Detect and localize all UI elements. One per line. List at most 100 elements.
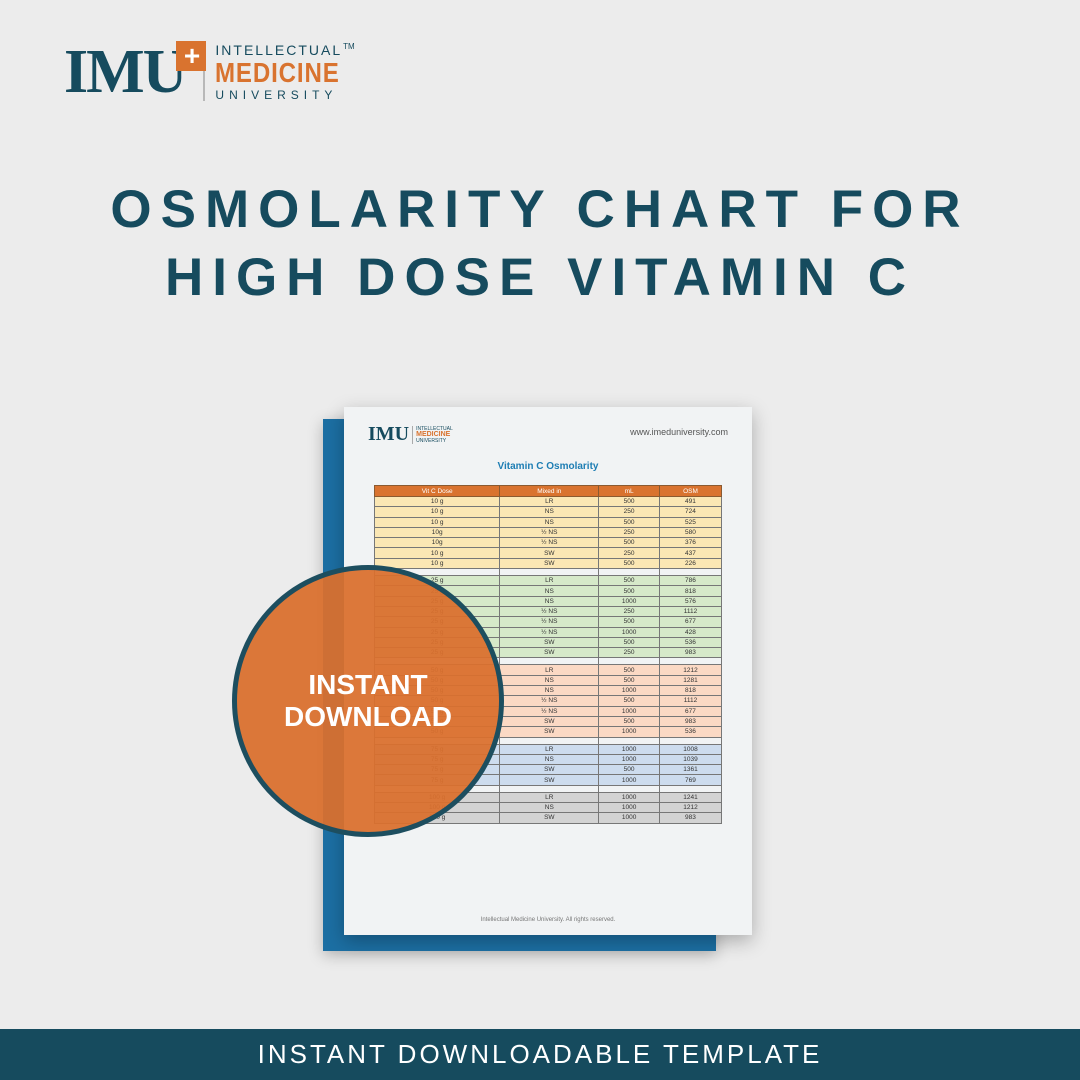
table-cell: LR	[499, 743, 600, 755]
table-cell: 1361	[658, 764, 723, 776]
table-spacer-cell	[499, 657, 600, 666]
table-cell: 428	[658, 626, 723, 638]
table-cell: 250	[598, 647, 660, 659]
table-cell: 500	[598, 636, 660, 649]
table-cell: 983	[658, 812, 723, 824]
table-cell: 1000	[598, 705, 660, 717]
table-cell: 1212	[658, 664, 723, 676]
badge-line-2: DOWNLOAD	[284, 701, 452, 732]
table-cell: 1000	[598, 812, 660, 824]
table-cell: 500	[598, 616, 660, 628]
table-cell: 576	[658, 595, 723, 607]
table-cell: LR	[499, 664, 600, 676]
table-spacer-cell	[658, 657, 723, 666]
badge-line-1: INSTANT	[308, 669, 428, 700]
table-cell: 10 g	[373, 516, 501, 528]
table-row: 10 g NS 500 525	[373, 516, 723, 528]
table-cell: NS	[499, 674, 600, 687]
table-cell: 1008	[658, 743, 723, 755]
table-row: 10 g SW 500 226	[373, 557, 723, 570]
table-cell: 536	[658, 636, 723, 649]
table-cell: 500	[598, 537, 660, 549]
table-cell: 536	[658, 726, 723, 738]
table-cell: NS	[499, 753, 600, 766]
page-title: OSMOLARITY CHART FOR HIGH DOSE VITAMIN C	[0, 176, 1080, 312]
table-cell: ½ NS	[499, 626, 600, 638]
title-line-2: HIGH DOSE VITAMIN C	[164, 248, 916, 307]
table-cell: 1000	[598, 685, 660, 697]
document-title: Vitamin C Osmolarity	[497, 461, 599, 472]
table-cell: SW	[499, 715, 600, 728]
table-cell: 1212	[658, 802, 723, 814]
logo-line-university: UNIVERSITY	[215, 88, 338, 102]
table-cell: 1039	[658, 753, 723, 766]
table-cell: 500	[598, 495, 660, 508]
table-cell: 376	[658, 537, 723, 549]
table-cell: 500	[598, 695, 660, 707]
plus-icon: +	[176, 41, 206, 71]
table-cell: 10g	[373, 537, 501, 549]
table-cell: 525	[658, 516, 723, 528]
table-cell: 10 g	[373, 557, 501, 570]
table-cell: 1241	[658, 791, 723, 804]
table-cell: 1000	[598, 743, 660, 755]
instant-download-badge: INSTANT DOWNLOAD	[232, 565, 504, 837]
table-row: 10 g NS 250 724	[373, 506, 723, 518]
table-cell: 1112	[658, 605, 723, 618]
table-cell: SW	[499, 557, 600, 570]
table-cell: 1000	[598, 753, 660, 766]
table-cell: 10 g	[373, 506, 501, 518]
table-cell: ½ NS	[499, 616, 600, 628]
table-cell: 500	[598, 715, 660, 728]
table-cell: 1000	[598, 802, 660, 814]
table-cell: 769	[658, 774, 723, 786]
bottom-banner: INSTANT DOWNLOADABLE TEMPLATE	[0, 1029, 1080, 1080]
table-header-row: Vit C Dose Mixed in mL OSM	[373, 485, 723, 497]
table-cell: SW	[499, 547, 600, 559]
table-cell: ½ NS	[499, 537, 600, 549]
table-cell: SW	[499, 764, 600, 776]
table-cell: 500	[598, 674, 660, 687]
table-cell: 437	[658, 547, 723, 559]
table-cell: ½ NS	[499, 605, 600, 618]
document-logo: IMU INTELLECTUAL MEDICINE UNIVERSITY	[368, 423, 453, 446]
trademark-icon: TM	[343, 42, 355, 52]
table-row: 10 g LR 500 491	[373, 495, 723, 508]
table-cell: 226	[658, 557, 723, 570]
table-cell: 250	[598, 506, 660, 518]
table-cell: 500	[598, 575, 660, 587]
table-cell: SW	[499, 812, 600, 824]
table-cell: 1000	[598, 774, 660, 786]
document-logo-divider	[412, 425, 414, 444]
table-cell: SW	[499, 647, 600, 659]
bottom-banner-text: INSTANT DOWNLOADABLE TEMPLATE	[257, 1039, 823, 1069]
table-cell: ½ NS	[499, 526, 600, 539]
table-cell: 250	[598, 605, 660, 618]
table-spacer-cell	[499, 784, 600, 793]
table-cell: NS	[499, 506, 600, 518]
table-cell: 983	[658, 715, 723, 728]
table-cell: 724	[658, 506, 723, 518]
table-cell: NS	[499, 585, 600, 597]
table-cell: 10 g	[373, 547, 501, 559]
table-row: 10g ½ NS 250 580	[373, 526, 723, 539]
table-cell: 786	[658, 575, 723, 587]
logo-line-intellectual: INTELLECTUAL	[215, 42, 343, 58]
table-row: 10g ½ NS 500 376	[373, 537, 723, 549]
document-logo-line-2: MEDICINE	[416, 430, 451, 438]
table-header-cell: Vit C Dose	[373, 485, 501, 497]
document-logo-line-3: UNIVERSITY	[416, 437, 447, 444]
table-cell: LR	[499, 575, 600, 587]
title-line-1: OSMOLARITY CHART FOR	[110, 180, 970, 239]
table-cell: 500	[598, 516, 660, 528]
table-spacer-cell	[598, 568, 660, 577]
table-cell: 500	[598, 764, 660, 776]
table-spacer-cell	[658, 568, 723, 577]
document-logo-line-1: INTELLECTUAL	[416, 425, 453, 432]
table-header-cell: mL	[598, 485, 660, 497]
table-cell: 10g	[373, 526, 501, 539]
table-cell: LR	[499, 791, 600, 804]
table-cell: 1000	[598, 726, 660, 738]
table-cell: SW	[499, 726, 600, 738]
table-cell: 491	[658, 495, 723, 508]
